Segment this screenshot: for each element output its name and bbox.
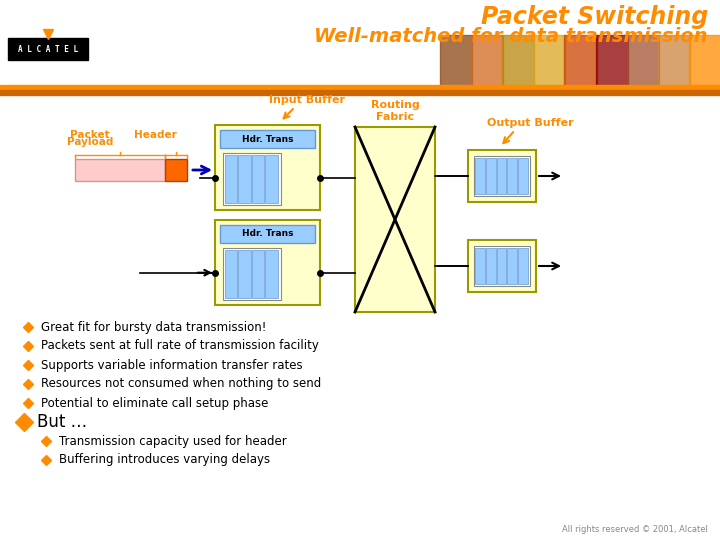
Text: Input Buffer: Input Buffer: [269, 95, 345, 105]
Bar: [497, 248, 506, 284]
Text: Packets sent at full rate of transmission facility: Packets sent at full rate of transmissio…: [41, 340, 319, 353]
Bar: [215, 220, 320, 305]
Bar: [518, 158, 528, 194]
Text: Hdr. Trans: Hdr. Trans: [242, 134, 293, 144]
Text: Packet Switching: Packet Switching: [481, 5, 708, 29]
Bar: [595, 35, 628, 90]
Bar: [468, 240, 536, 292]
Bar: [220, 225, 315, 243]
Text: Great fit for bursty data transmission!: Great fit for bursty data transmission!: [41, 321, 266, 334]
Bar: [223, 248, 281, 300]
Text: Transmission capacity used for header: Transmission capacity used for header: [59, 435, 287, 448]
Bar: [440, 35, 472, 90]
Bar: [220, 130, 315, 148]
Text: Header: Header: [134, 130, 176, 140]
Bar: [518, 248, 528, 284]
Text: Packet: Packet: [70, 130, 110, 140]
Bar: [75, 159, 165, 181]
Bar: [215, 125, 320, 210]
Bar: [486, 248, 495, 284]
Bar: [564, 35, 597, 90]
Bar: [689, 35, 720, 90]
Bar: [475, 158, 485, 194]
Bar: [471, 35, 503, 90]
Bar: [508, 158, 517, 194]
Bar: [265, 250, 278, 298]
Text: A L C A T E L: A L C A T E L: [18, 44, 78, 53]
Bar: [658, 35, 690, 90]
Text: Resources not consumed when nothing to send: Resources not consumed when nothing to s…: [41, 377, 321, 390]
Bar: [8, 38, 88, 60]
Bar: [486, 158, 495, 194]
Text: Well-matched for data transmission: Well-matched for data transmission: [315, 27, 708, 46]
Text: Buffering introduces varying delays: Buffering introduces varying delays: [59, 454, 270, 467]
Text: All rights reserved © 2001, Alcatel: All rights reserved © 2001, Alcatel: [562, 525, 708, 534]
Bar: [165, 159, 187, 181]
Text: Potential to eliminate call setup phase: Potential to eliminate call setup phase: [41, 396, 269, 409]
Bar: [534, 35, 565, 90]
Bar: [475, 248, 485, 284]
Bar: [252, 155, 264, 203]
Bar: [0, 85, 720, 90]
Bar: [626, 35, 659, 90]
Bar: [508, 248, 517, 284]
Bar: [225, 155, 238, 203]
Bar: [497, 158, 506, 194]
Bar: [0, 90, 720, 95]
Bar: [474, 246, 530, 286]
Text: Payload: Payload: [67, 137, 113, 147]
Bar: [265, 155, 278, 203]
Bar: [355, 127, 435, 312]
Text: But …: But …: [37, 413, 87, 431]
Text: Routing
Fabric: Routing Fabric: [371, 99, 419, 122]
Bar: [225, 250, 238, 298]
Bar: [223, 153, 281, 205]
Text: Supports variable information transfer rates: Supports variable information transfer r…: [41, 359, 302, 372]
Text: Hdr. Trans: Hdr. Trans: [242, 230, 293, 239]
Bar: [252, 250, 264, 298]
Text: Output Buffer: Output Buffer: [487, 118, 573, 128]
Bar: [238, 155, 251, 203]
Bar: [238, 250, 251, 298]
Bar: [468, 150, 536, 202]
Bar: [503, 35, 534, 90]
Bar: [474, 156, 530, 196]
